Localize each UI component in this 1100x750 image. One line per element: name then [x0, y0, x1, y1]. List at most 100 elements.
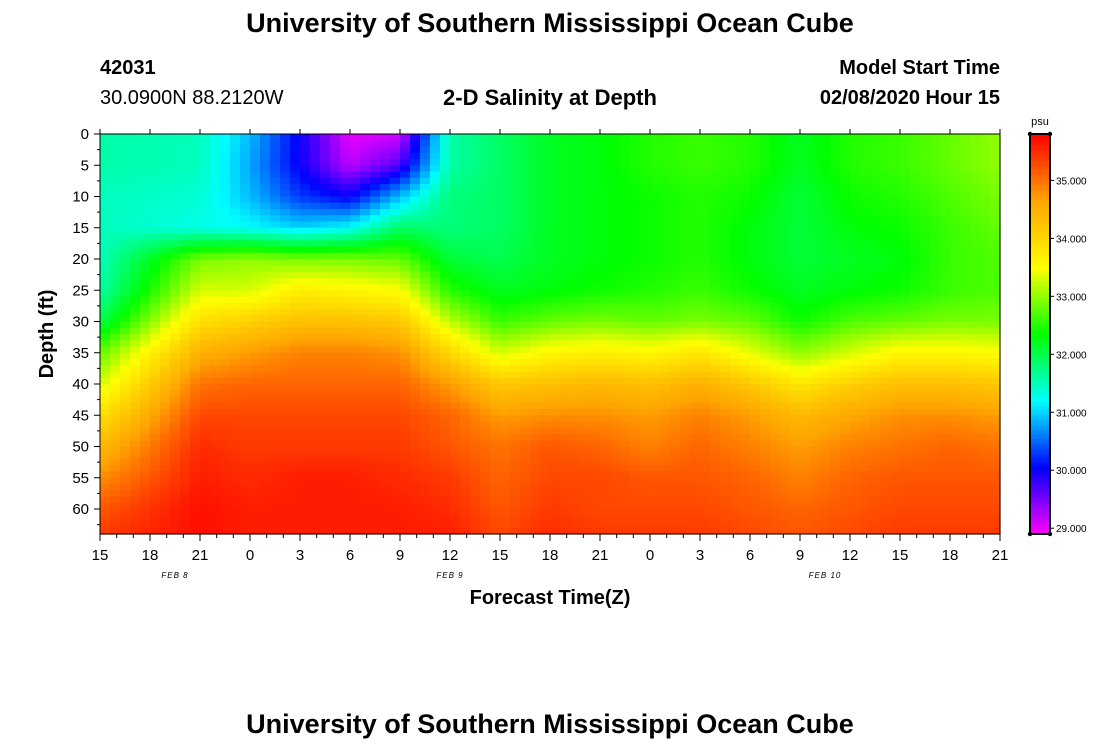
heatmap-cell — [510, 452, 521, 460]
heatmap-cell — [170, 409, 181, 416]
heatmap-cell — [840, 371, 851, 379]
heatmap-cell — [630, 321, 641, 329]
heatmap-cell — [470, 515, 481, 523]
heatmap-cell — [560, 202, 571, 210]
heatmap-cell — [400, 140, 411, 148]
heatmap-cell — [660, 209, 671, 216]
heatmap-cell — [630, 446, 641, 454]
heatmap-cell — [120, 327, 131, 335]
heatmap-cell — [250, 334, 261, 341]
heatmap-cell — [830, 290, 841, 298]
heatmap-cell — [330, 227, 341, 235]
heatmap-cell — [300, 265, 311, 273]
heatmap-cell — [670, 259, 681, 266]
heatmap-cell — [790, 215, 801, 223]
heatmap-cell — [600, 302, 611, 310]
heatmap-cell — [320, 315, 331, 323]
heatmap-cell — [290, 384, 301, 391]
heatmap-cell — [560, 196, 571, 204]
heatmap-cell — [610, 377, 621, 385]
heatmap-cell — [540, 215, 551, 223]
heatmap-cell — [830, 315, 841, 323]
heatmap-cell — [820, 215, 831, 223]
heatmap-cell — [370, 296, 381, 304]
heatmap-cell — [810, 302, 821, 310]
heatmap-cell — [840, 240, 851, 248]
heatmap-cell — [360, 252, 371, 260]
heatmap-cell — [490, 252, 501, 260]
heatmap-cell — [830, 471, 841, 479]
heatmap-cell — [160, 409, 171, 416]
heatmap-cell — [280, 234, 291, 241]
heatmap-cell — [260, 521, 271, 529]
heatmap-cell — [860, 227, 871, 235]
heatmap-cell — [820, 340, 831, 348]
heatmap-cell — [560, 446, 571, 454]
heatmap-cell — [370, 302, 381, 310]
heatmap-cell — [740, 452, 751, 460]
heatmap-cell — [690, 215, 701, 223]
heatmap-cell — [780, 484, 791, 491]
heatmap-cell — [680, 409, 691, 416]
heatmap-cell — [320, 340, 331, 348]
heatmap-cell — [680, 215, 691, 223]
heatmap-cell — [620, 440, 631, 448]
heatmap-cell — [300, 346, 311, 354]
heatmap-cell — [470, 221, 481, 229]
heatmap-cell — [100, 265, 111, 273]
heatmap-cell — [630, 302, 641, 310]
heatmap-cell — [770, 446, 781, 454]
heatmap-cell — [380, 215, 391, 223]
heatmap-cell — [840, 221, 851, 229]
heatmap-cell — [460, 177, 471, 185]
heatmap-cell — [260, 190, 271, 198]
heatmap-cell — [760, 277, 771, 285]
heatmap-cell — [740, 471, 751, 479]
heatmap-cell — [150, 196, 161, 204]
heatmap-cell — [640, 377, 651, 385]
heatmap-cell — [250, 252, 261, 260]
heatmap-cell — [790, 309, 801, 316]
heatmap-cell — [870, 271, 881, 279]
heatmap-cell — [780, 284, 791, 291]
heatmap-cell — [370, 252, 381, 260]
heatmap-cell — [120, 159, 131, 166]
heatmap-cell — [120, 396, 131, 404]
heatmap-cell — [220, 134, 231, 141]
heatmap-cell — [680, 159, 691, 166]
heatmap-cell — [140, 140, 151, 148]
heatmap-cell — [720, 234, 731, 241]
heatmap-cell — [150, 159, 161, 166]
heatmap-cell — [480, 509, 491, 516]
heatmap-cell — [560, 246, 571, 254]
heatmap-cell — [420, 309, 431, 316]
heatmap-cell — [220, 302, 231, 310]
heatmap-cell — [860, 359, 871, 366]
heatmap-cell — [510, 484, 521, 491]
heatmap-cell — [680, 515, 691, 523]
heatmap-cell — [620, 465, 631, 473]
heatmap-cell — [150, 396, 161, 404]
heatmap-cell — [610, 152, 621, 160]
heatmap-cell — [530, 434, 541, 441]
heatmap-cell — [370, 184, 381, 191]
heatmap-cell — [600, 321, 611, 329]
heatmap-cell — [500, 446, 511, 454]
heatmap-cell — [170, 284, 181, 291]
heatmap-cell — [630, 184, 641, 191]
heatmap-cell — [770, 509, 781, 516]
heatmap-cell — [570, 471, 581, 479]
heatmap-cell — [820, 277, 831, 285]
heatmap-cell — [380, 346, 391, 354]
heatmap-cell — [810, 159, 821, 166]
heatmap-cell — [840, 246, 851, 254]
heatmap-cell — [710, 396, 721, 404]
heatmap-cell — [770, 365, 781, 373]
heatmap-cell — [580, 265, 591, 273]
heatmap-cell — [330, 421, 341, 429]
heatmap-cell — [620, 434, 631, 441]
heatmap-cell — [600, 190, 611, 198]
heatmap-cell — [800, 271, 811, 279]
heatmap-cell — [570, 152, 581, 160]
heatmap-cell — [130, 234, 141, 241]
